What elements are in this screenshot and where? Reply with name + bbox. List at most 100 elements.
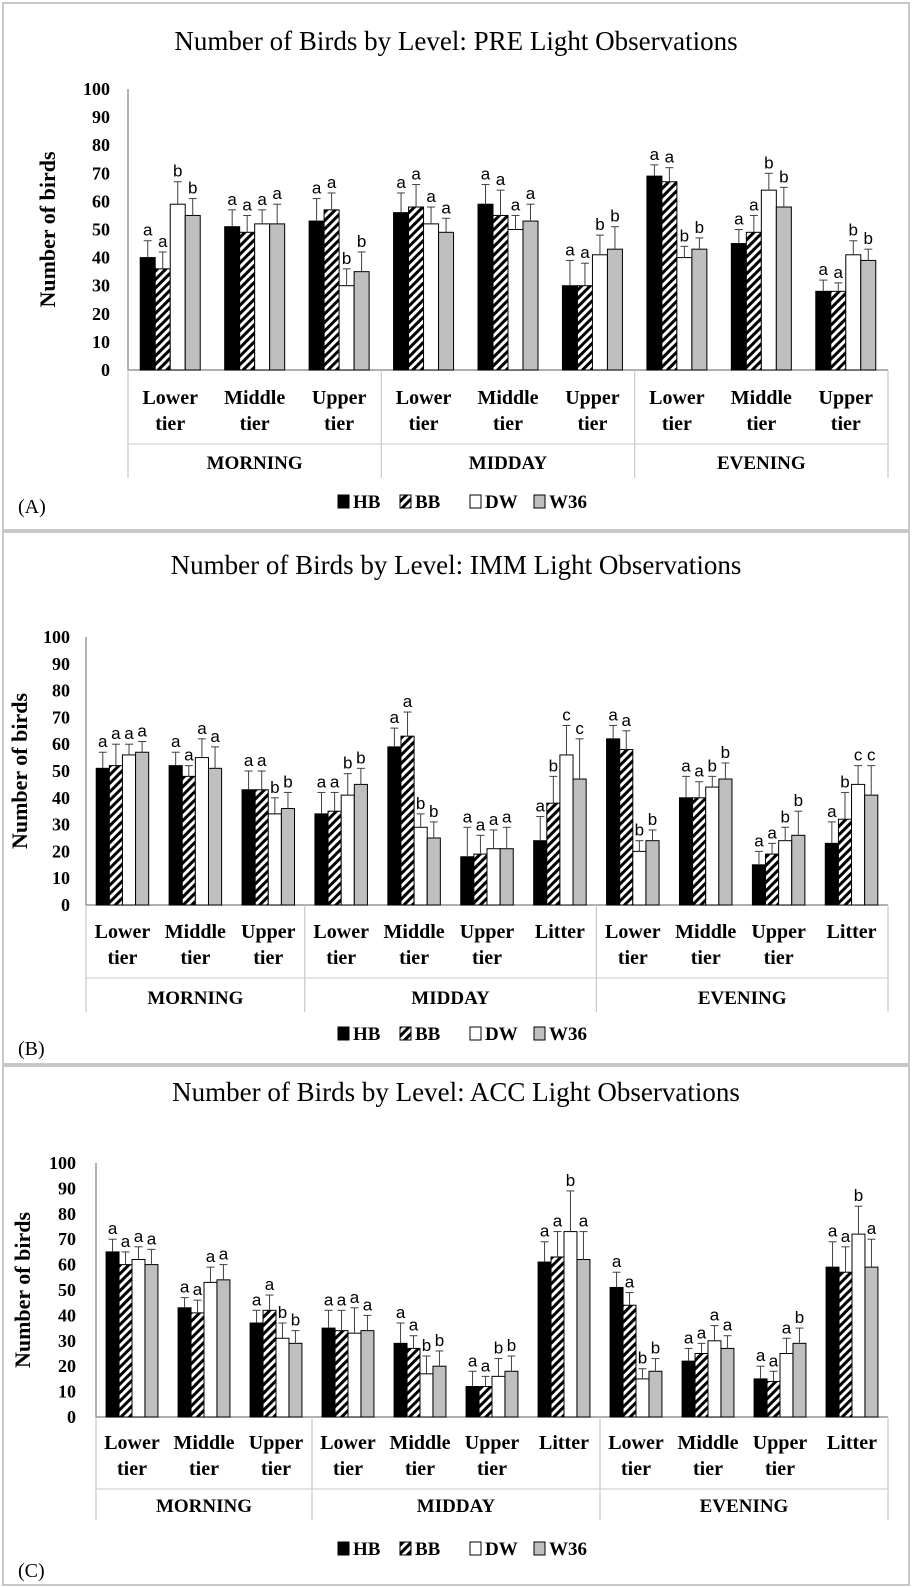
significance-letter: a <box>841 1227 851 1246</box>
y-tick-label: 50 <box>52 761 70 781</box>
significance-letter: a <box>767 823 777 842</box>
significance-letter: b <box>708 756 717 775</box>
bar-HB <box>678 797 694 906</box>
significance-letter: b <box>188 179 197 198</box>
category-label: Litter <box>827 1432 877 1454</box>
category-label: tier <box>326 947 356 969</box>
significance-letter: b <box>356 748 365 767</box>
significance-letter: a <box>828 1222 838 1241</box>
significance-letter: c <box>854 746 863 765</box>
y-tick-label: 60 <box>92 191 110 211</box>
bar-DW <box>169 203 186 371</box>
bar-BB <box>619 749 634 906</box>
category-label: Lower <box>95 921 151 943</box>
legend-swatch-HB <box>337 1541 350 1556</box>
y-tick-label: 20 <box>58 1356 76 1376</box>
bar-HB <box>168 765 183 906</box>
significance-letter: a <box>350 1288 360 1307</box>
significance-letter: b <box>780 807 789 826</box>
category-label: Middle <box>224 387 285 409</box>
chart-panel-1: Number of Birds by Level: PRE Light Obse… <box>2 2 910 531</box>
significance-letter: c <box>562 705 571 724</box>
category-label: tier <box>117 1458 147 1480</box>
bar-DW <box>267 813 282 906</box>
bar-BB <box>837 818 853 906</box>
significance-letter: b <box>291 1311 300 1330</box>
y-tick-label: 20 <box>92 304 110 324</box>
bar-DW <box>413 826 428 906</box>
significance-letter: a <box>363 1295 373 1314</box>
significance-letter: a <box>489 810 499 829</box>
group-label: MORNING <box>207 453 303 474</box>
bar-BB <box>239 231 256 371</box>
significance-letter: a <box>227 190 237 209</box>
significance-letter: b <box>764 153 773 172</box>
significance-letter: a <box>665 148 675 167</box>
significance-letter: b <box>595 215 604 234</box>
bar-W36 <box>645 840 660 906</box>
panel-label: (B) <box>18 1038 45 1060</box>
significance-letter: a <box>535 797 545 816</box>
significance-letter: b <box>680 226 689 245</box>
significance-letter: a <box>184 746 194 765</box>
bar-BB <box>661 181 678 371</box>
bar-W36 <box>207 767 223 906</box>
significance-letter: a <box>210 727 220 746</box>
significance-letter: a <box>265 1275 275 1294</box>
panel-label: (C) <box>18 1560 45 1582</box>
significance-letter: a <box>608 705 618 724</box>
y-axis-label: Number of birds <box>35 151 60 307</box>
bar-DW <box>507 229 524 371</box>
bar-HB <box>751 864 767 906</box>
bar-BB <box>830 290 847 371</box>
bar-W36 <box>360 1330 375 1418</box>
y-tick-label: 20 <box>52 841 70 861</box>
significance-letter: a <box>723 1316 733 1335</box>
significance-letter: a <box>511 195 521 214</box>
category-label: Middle <box>165 921 226 943</box>
chart-panel-3: Number of Birds by Level: ACC Light Obse… <box>2 1065 910 1586</box>
bar-DW <box>851 783 866 906</box>
category-label: Lower <box>142 387 198 409</box>
significance-letter: a <box>710 1306 720 1325</box>
bar-W36 <box>135 751 150 906</box>
legend-swatch-W36 <box>533 494 546 509</box>
significance-letter: b <box>695 218 704 237</box>
category-label: tier <box>764 947 794 969</box>
y-tick-label: 90 <box>58 1178 76 1198</box>
significance-letter: a <box>396 1303 406 1322</box>
significance-letter: a <box>219 1245 229 1264</box>
y-axis-label: Number of birds <box>10 1212 35 1368</box>
bar-W36 <box>691 248 708 371</box>
bar-HB <box>824 842 839 906</box>
group-label: MIDDAY <box>411 988 490 1009</box>
legend-swatch-BB <box>399 494 412 509</box>
significance-letter: a <box>324 1290 334 1309</box>
bar-BB <box>766 1380 781 1418</box>
bar-BB <box>181 775 196 906</box>
significance-letter: a <box>463 807 473 826</box>
chart-title: Number of Birds by Level: IMM Light Obse… <box>171 550 742 580</box>
bar-W36 <box>864 794 879 906</box>
bar-DW <box>760 189 777 371</box>
bar-W36 <box>864 1266 879 1418</box>
bar-BB <box>406 1347 421 1418</box>
category-label: tier <box>662 413 692 435</box>
significance-letter: c <box>575 719 584 738</box>
bar-HB <box>177 1307 192 1418</box>
significance-letter: a <box>697 1323 707 1342</box>
category-label: Middle <box>384 921 445 943</box>
y-axis-label: Number of birds <box>7 693 32 849</box>
bar-BB <box>408 206 425 371</box>
category-label: Middle <box>677 1432 738 1454</box>
bar-HB <box>537 1261 552 1418</box>
significance-letter: a <box>409 1316 419 1335</box>
significance-letter: a <box>819 260 829 279</box>
significance-letter: a <box>612 1252 622 1271</box>
significance-letter: a <box>526 184 536 203</box>
bar-HB <box>314 813 329 906</box>
legend-label-DW: DW <box>485 492 518 513</box>
bar-DW <box>591 254 608 371</box>
significance-letter: a <box>111 724 121 743</box>
bar-W36 <box>791 834 806 906</box>
